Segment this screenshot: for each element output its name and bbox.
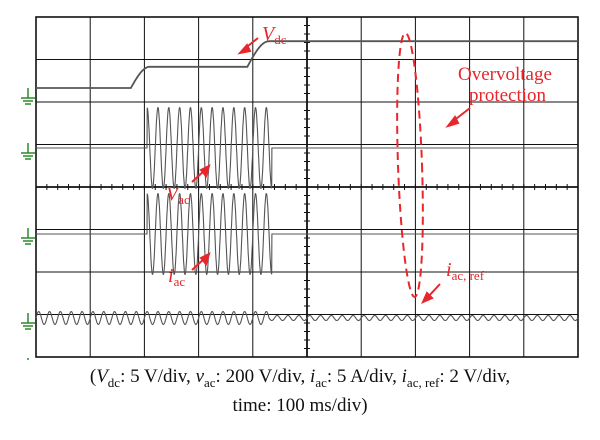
trace-iac-ref: [35, 311, 579, 325]
vdc-label: Vdc: [262, 23, 287, 47]
caption-line-1: (Vdc: 5 V/div, vac: 200 V/div, iac: 5 A/…: [0, 366, 600, 391]
iac-label: iac: [168, 265, 185, 289]
oscilloscope-capture: Vdc Overvoltage protection Vac iac iac, …: [21, 16, 579, 360]
overvoltage-ellipse: [396, 32, 424, 298]
caption-iac-value: : 5 A/div,: [326, 366, 402, 387]
trace-vdc: [36, 40, 578, 89]
caption-vdc-sym: V: [96, 366, 108, 387]
caption-open: (: [89, 366, 97, 387]
caption-iacref-sub: ac, ref: [406, 374, 440, 390]
ground-markers: [21, 88, 35, 360]
caption-iac-sub: ac: [315, 374, 327, 390]
caption-iacref-value: : 2 V/div,: [439, 366, 511, 387]
caption-iacref-sym: i: [401, 366, 407, 387]
caption-vdc-sub: dc: [107, 374, 121, 390]
trace-vac: [36, 107, 578, 189]
annotation-arrows: [191, 37, 471, 304]
caption-vdc-value: : 5 V/div,: [120, 366, 196, 387]
scope-grid: [35, 16, 579, 358]
caption-vac-value: : 200 V/div,: [215, 366, 311, 387]
caption-vac-sym: v: [195, 366, 204, 387]
iac-arrowhead: [199, 252, 211, 267]
vdc-arrowhead: [237, 43, 252, 55]
ovp-label-line2: protection: [469, 85, 547, 106]
ovp-arrowhead: [445, 115, 460, 128]
trace-iac: [36, 193, 578, 275]
ovp-label-line1: Overvoltage: [458, 64, 552, 85]
caption-iac-sym: i: [310, 366, 316, 387]
vac-arrowhead: [199, 164, 211, 179]
scope-traces: [35, 40, 579, 325]
iacref-arrowhead: [421, 291, 434, 304]
iacref-label: iac, ref: [446, 259, 485, 283]
vac-label: Vac: [166, 183, 190, 207]
caption-vac-sub: ac: [204, 374, 216, 390]
caption-line-2: time: 100 ms/div): [232, 395, 368, 416]
